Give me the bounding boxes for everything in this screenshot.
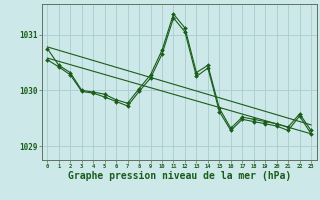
- X-axis label: Graphe pression niveau de la mer (hPa): Graphe pression niveau de la mer (hPa): [68, 171, 291, 181]
